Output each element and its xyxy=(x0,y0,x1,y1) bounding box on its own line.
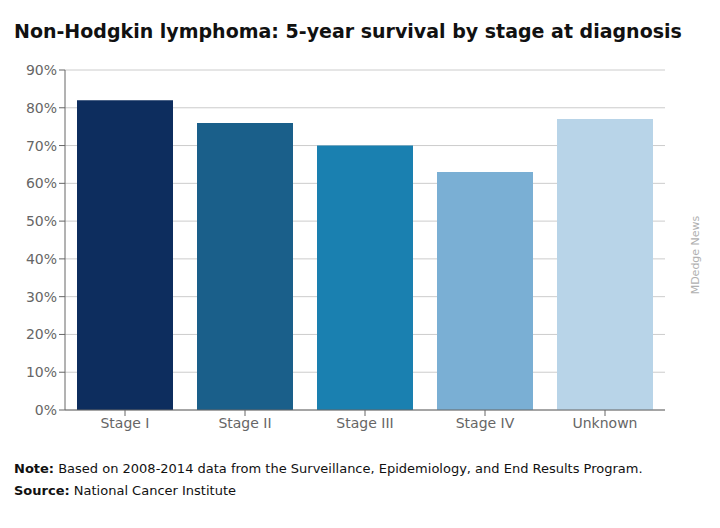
svg-text:Stage II: Stage II xyxy=(218,415,271,431)
svg-text:Stage III: Stage III xyxy=(336,415,393,431)
svg-text:30%: 30% xyxy=(26,289,57,305)
html-text:Non-Hodgkin lymphoma: 5-year s: Non-Hodgkin lymphoma: 5-year survival by… xyxy=(14,20,682,42)
svg-text:10%: 10% xyxy=(26,364,57,380)
svg-text:0%: 0% xyxy=(35,402,57,418)
svg-text:Unknown: Unknown xyxy=(573,415,638,431)
svg-text:70%: 70% xyxy=(26,138,57,154)
html-text:Note: Based on 2008-2014 data: Note: Based on 2008-2014 data from the S… xyxy=(14,461,643,476)
svg-text:80%: 80% xyxy=(26,100,57,116)
svg-text:Stage IV: Stage IV xyxy=(456,415,515,431)
html-text:MDedge News: MDedge News xyxy=(688,215,702,295)
svg-text:20%: 20% xyxy=(26,326,57,342)
svg-text:50%: 50% xyxy=(26,213,57,229)
svg-text:90%: 90% xyxy=(26,62,57,78)
svg-text:Stage I: Stage I xyxy=(100,415,149,431)
svg-text:60%: 60% xyxy=(26,175,57,191)
svg-text:40%: 40% xyxy=(26,251,57,267)
html-text:Source: National Cancer Instit: Source: National Cancer Institute xyxy=(14,483,236,498)
